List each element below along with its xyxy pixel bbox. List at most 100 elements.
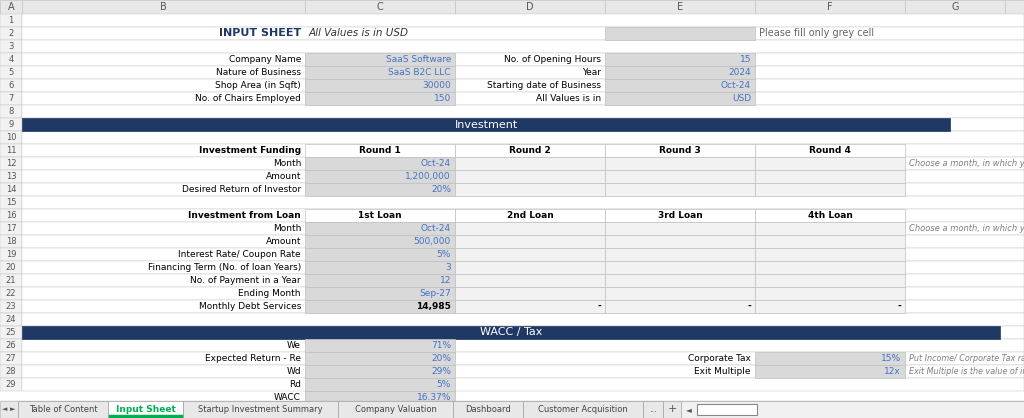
Text: A: A — [8, 2, 14, 12]
Bar — [0, 131, 22, 144]
Bar — [305, 144, 455, 157]
Bar — [605, 144, 755, 157]
Text: Interest Rate/ Coupon Rate: Interest Rate/ Coupon Rate — [178, 250, 301, 259]
Bar — [305, 92, 455, 105]
Bar — [0, 222, 22, 235]
Bar — [755, 209, 905, 222]
Text: 5%: 5% — [436, 380, 451, 389]
Text: Amount: Amount — [265, 237, 301, 246]
Bar — [305, 170, 455, 183]
Bar — [455, 209, 605, 222]
Text: C: C — [377, 2, 383, 12]
Bar — [305, 183, 455, 196]
Text: 500,000: 500,000 — [414, 237, 451, 246]
Text: 150: 150 — [434, 94, 451, 103]
Text: 29%: 29% — [431, 367, 451, 376]
Text: 8: 8 — [8, 107, 13, 116]
Text: 28: 28 — [6, 367, 16, 376]
Bar — [0, 313, 22, 326]
Bar — [108, 401, 183, 418]
Bar — [22, 53, 1024, 66]
Bar — [605, 300, 755, 313]
Bar — [305, 157, 455, 170]
Text: 16: 16 — [6, 211, 16, 220]
Bar — [22, 235, 1024, 248]
Text: Sep-27: Sep-27 — [419, 289, 451, 298]
Bar — [22, 209, 1024, 222]
Text: No. of Payment in a Year: No. of Payment in a Year — [190, 276, 301, 285]
Bar — [0, 235, 22, 248]
Text: 21: 21 — [6, 276, 16, 285]
Bar — [22, 131, 1024, 144]
Text: Round 1: Round 1 — [359, 146, 400, 155]
Text: Input Sheet: Input Sheet — [116, 405, 175, 414]
Bar — [523, 401, 643, 418]
Text: 20%: 20% — [431, 354, 451, 363]
Text: -: - — [748, 302, 751, 311]
Bar — [22, 118, 1024, 131]
Bar — [0, 118, 22, 131]
Text: Financing Term (No. of loan Years): Financing Term (No. of loan Years) — [147, 263, 301, 272]
Bar — [605, 66, 755, 79]
Text: No. of Opening Hours: No. of Opening Hours — [504, 55, 601, 64]
Text: Desired Return of Investor: Desired Return of Investor — [182, 185, 301, 194]
Text: Month: Month — [272, 159, 301, 168]
Text: 17: 17 — [6, 224, 16, 233]
Bar — [755, 287, 905, 300]
Bar — [22, 326, 1000, 339]
Bar — [305, 352, 455, 365]
Text: F: F — [827, 2, 833, 12]
Text: Exit Multiple: Exit Multiple — [694, 367, 751, 376]
Text: 12: 12 — [6, 159, 16, 168]
Bar — [455, 157, 605, 170]
Text: 71%: 71% — [431, 341, 451, 350]
Text: D: D — [526, 2, 534, 12]
Bar — [605, 170, 755, 183]
Bar — [305, 365, 455, 378]
Text: Oct-24: Oct-24 — [421, 159, 451, 168]
Text: G: G — [951, 2, 958, 12]
Bar — [0, 326, 22, 339]
Text: 22: 22 — [6, 289, 16, 298]
Bar — [0, 378, 22, 391]
Text: 3: 3 — [8, 42, 13, 51]
Text: 2: 2 — [8, 29, 13, 38]
Bar — [1005, 0, 1024, 14]
Bar — [22, 196, 1024, 209]
Bar — [755, 170, 905, 183]
Bar — [0, 0, 1024, 14]
Text: Choose a month, in which you get investment or inject c: Choose a month, in which you get investm… — [909, 159, 1024, 168]
Bar — [455, 261, 605, 274]
Bar — [755, 352, 905, 365]
Text: -: - — [597, 302, 601, 311]
Bar — [0, 170, 22, 183]
Bar — [22, 326, 1024, 339]
Bar — [0, 339, 22, 352]
Bar — [0, 261, 22, 274]
Bar — [605, 183, 755, 196]
Bar — [755, 235, 905, 248]
Bar — [605, 235, 755, 248]
Text: SaaS Software: SaaS Software — [386, 55, 451, 64]
Text: USD: USD — [732, 94, 751, 103]
Text: 4th Loan: 4th Loan — [808, 211, 852, 220]
Text: Please fill only grey cell: Please fill only grey cell — [759, 28, 874, 38]
Bar — [0, 401, 1024, 418]
Text: INPUT SHEET: INPUT SHEET — [219, 28, 301, 38]
Text: 5: 5 — [8, 68, 13, 77]
Text: 13: 13 — [6, 172, 16, 181]
Bar — [643, 401, 663, 418]
Bar — [605, 248, 755, 261]
Bar — [305, 391, 455, 404]
Bar — [305, 66, 455, 79]
Bar — [305, 261, 455, 274]
Text: 26: 26 — [6, 341, 16, 350]
Bar — [22, 105, 1024, 118]
Bar — [305, 300, 455, 313]
Text: 29: 29 — [6, 380, 16, 389]
Text: ◄: ◄ — [2, 406, 8, 413]
Bar — [755, 157, 905, 170]
Bar — [22, 313, 1024, 326]
Bar — [755, 183, 905, 196]
Bar — [0, 53, 22, 66]
